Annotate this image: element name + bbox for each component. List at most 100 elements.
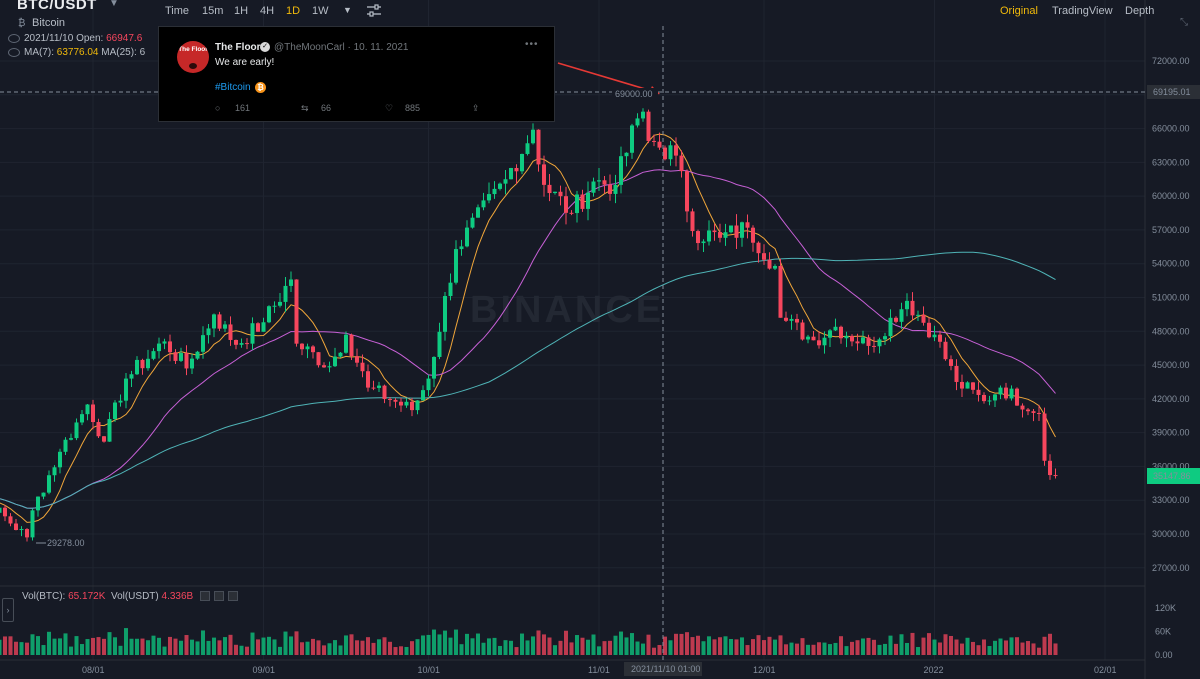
close-icon[interactable] <box>228 591 238 602</box>
view-depth[interactable]: Depth <box>1125 5 1155 17</box>
symbol-title[interactable]: BTC/USDT <box>17 0 97 13</box>
volume-bar <box>916 647 920 655</box>
timeframe-15m[interactable]: 15m <box>202 5 224 17</box>
collapse-icon[interactable]: ⤡ <box>1180 17 1188 28</box>
tweet-avatar[interactable]: The Floor <box>177 41 209 73</box>
volume-bar <box>806 644 810 655</box>
candle-body <box>839 326 843 339</box>
price-tick-label: 42000.00 <box>1152 394 1190 404</box>
view-tradingview[interactable]: TradingView <box>1052 5 1113 17</box>
candle-body <box>685 171 689 212</box>
eye-icon[interactable] <box>8 33 20 43</box>
candle-body <box>1015 388 1019 406</box>
volume-bar <box>866 637 871 655</box>
ma25-label: MA(25): <box>98 47 140 58</box>
eye-icon[interactable] <box>200 591 210 602</box>
retweet-action[interactable]: ⇆ 66 <box>301 103 331 114</box>
candle-body <box>421 390 425 401</box>
volume-bar <box>1020 642 1025 655</box>
like-action[interactable]: ♡ 885 <box>385 103 420 114</box>
timeframe-1d[interactable]: 1D <box>286 5 301 17</box>
price-tick-label: 63000.00 <box>1152 157 1190 167</box>
candle-body <box>1031 411 1036 413</box>
candle-body <box>767 259 772 269</box>
candle-body <box>597 180 601 182</box>
volume-bar <box>223 637 227 655</box>
timeframe-4h[interactable]: 4H <box>260 5 275 17</box>
candle-body <box>377 385 381 388</box>
candle-body <box>173 352 178 361</box>
reply-action[interactable]: ○ 161 <box>215 103 250 113</box>
expand-panel-icon[interactable]: › <box>2 598 14 622</box>
candle-body <box>696 231 700 244</box>
candle-body <box>278 301 282 306</box>
volume-bar <box>459 644 464 655</box>
candle-body <box>283 285 288 302</box>
tweet-author-name[interactable]: The Floor <box>215 42 261 53</box>
tweet-hashtag[interactable]: #Bitcoin <box>215 82 251 93</box>
candle-body <box>520 153 524 172</box>
candle-body <box>212 314 216 329</box>
volume-bar <box>778 635 783 655</box>
volume-bar <box>982 639 986 655</box>
candle-body <box>509 167 513 180</box>
time-tick-label: 11/01 <box>588 665 610 675</box>
more-options-icon[interactable]: ••• <box>525 39 539 50</box>
volume-bar <box>894 643 898 655</box>
share-action[interactable]: ⇪ <box>472 103 492 114</box>
vol-btc-value: 65.172K <box>68 591 106 602</box>
retweet-count: 66 <box>321 103 332 113</box>
volume-bar <box>553 645 557 655</box>
volume-bar <box>580 637 585 655</box>
settings-icon[interactable] <box>214 591 224 602</box>
tweet-handle-date[interactable]: @TheMoonCarl · 10. 11. 2021 <box>274 42 409 53</box>
candle-body <box>718 232 722 238</box>
candle-body <box>393 399 398 402</box>
crosshair-price-label: 69195.01 <box>1153 87 1191 97</box>
high-annotation: 69000.00 <box>557 62 660 99</box>
candle-body <box>316 352 321 366</box>
volume-bar <box>190 639 194 655</box>
more-timeframes-icon[interactable]: ▼ <box>343 5 352 15</box>
volume-bar <box>52 638 57 655</box>
volume-bar <box>800 638 805 655</box>
volume-bar <box>932 639 937 655</box>
volume-bar <box>338 645 343 655</box>
timeframe-1w[interactable]: 1W <box>312 5 329 17</box>
candle-body <box>866 337 871 346</box>
volume-bar <box>844 646 849 655</box>
volume-bar <box>602 641 607 655</box>
timeframe-time[interactable]: Time <box>165 5 190 17</box>
view-original[interactable]: Original <box>1000 5 1038 17</box>
volume-bar <box>470 638 475 655</box>
candle-body <box>1020 405 1025 410</box>
settings-sliders-icon[interactable] <box>366 4 382 18</box>
volume-bar <box>393 647 398 655</box>
volume-bar <box>965 637 970 655</box>
volume-bar <box>685 632 689 655</box>
volume-bar <box>707 636 711 655</box>
volume-bar <box>762 640 766 655</box>
candle-body <box>503 179 508 184</box>
volume-bar <box>943 634 948 655</box>
ma25-value: 6 <box>139 47 146 58</box>
volume-bar <box>118 645 123 655</box>
ohlc-open-value: 66947.6 <box>106 33 143 44</box>
candle-body <box>476 207 480 218</box>
candle-body <box>674 145 678 156</box>
symbol-dropdown-icon[interactable]: ▼ <box>109 0 119 9</box>
volume-bar <box>536 630 541 655</box>
timeframe-1h[interactable]: 1H <box>234 5 249 17</box>
eye-icon[interactable] <box>8 47 20 57</box>
candle-body <box>1004 387 1008 399</box>
volume-bar <box>140 638 145 655</box>
candle-body <box>877 339 882 347</box>
time-tick-label: 02/01 <box>1094 665 1117 675</box>
volume-bar <box>437 634 442 655</box>
volume-bar <box>927 633 931 655</box>
price-tick-label: 60000.00 <box>1152 191 1190 201</box>
volume-bar <box>404 646 409 655</box>
volume-bar <box>542 634 546 655</box>
candle-body <box>1053 475 1058 477</box>
